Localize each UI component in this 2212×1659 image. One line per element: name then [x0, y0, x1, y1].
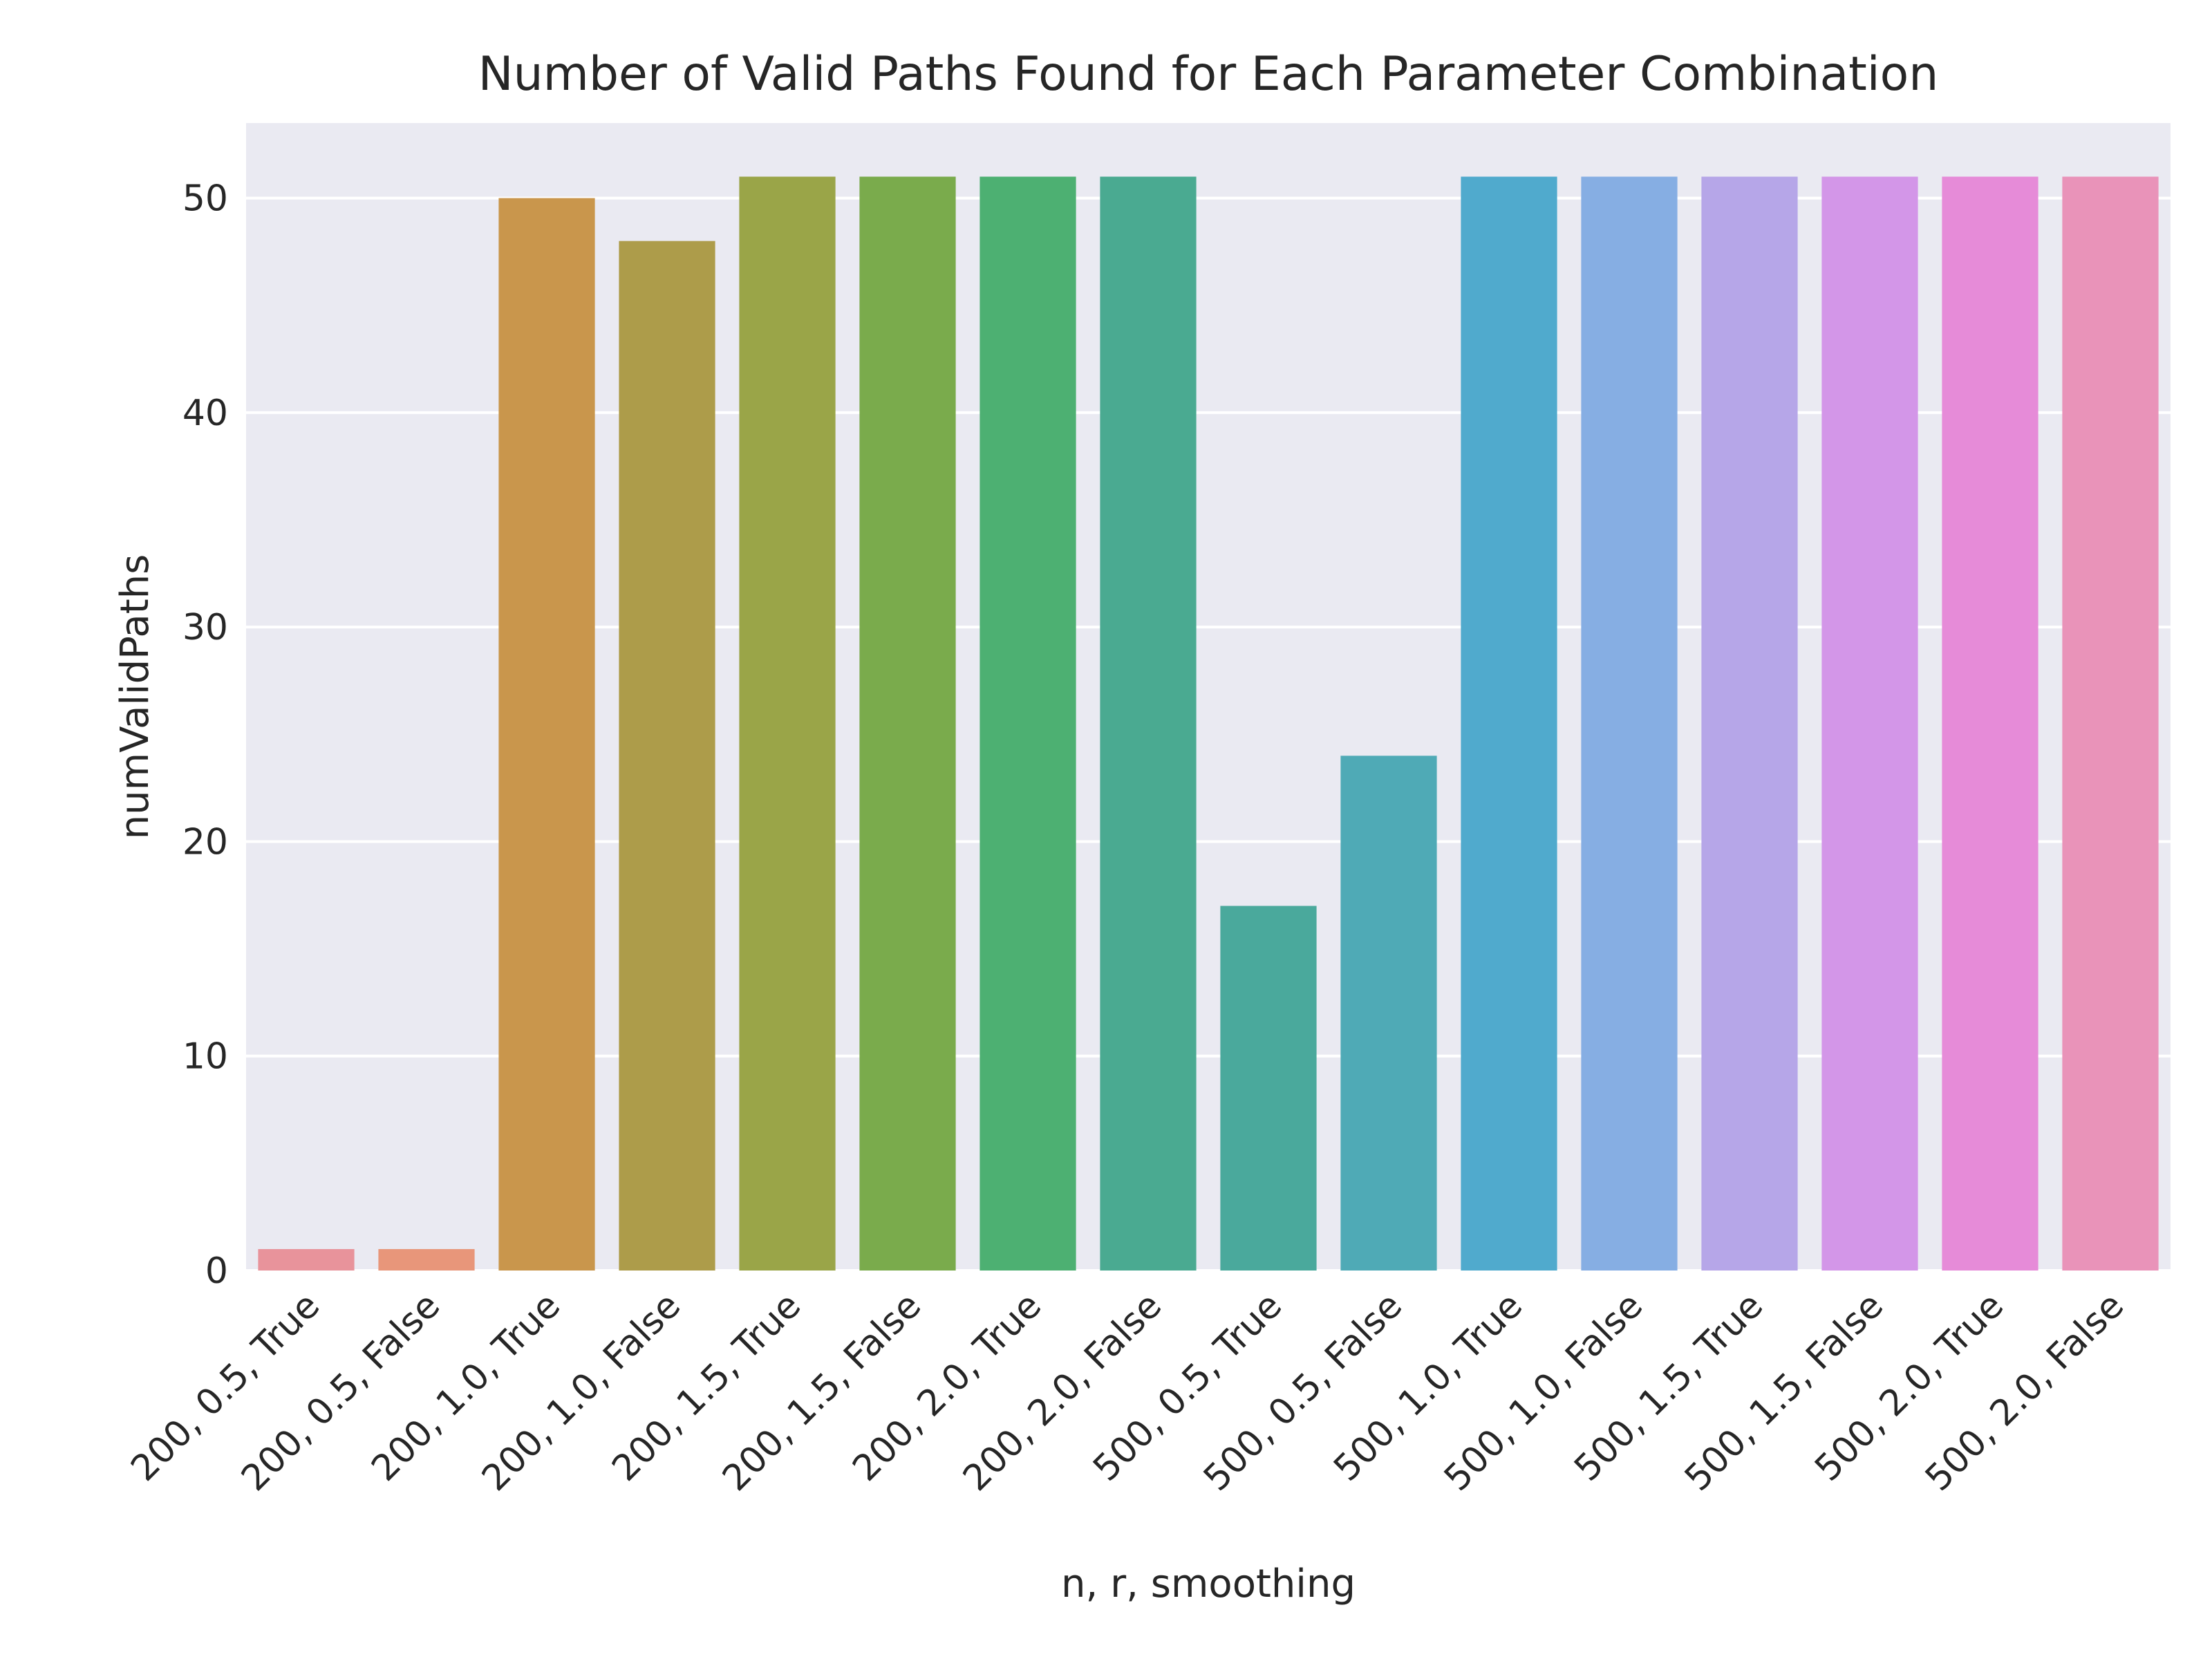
y-tick-label: 30 — [182, 607, 228, 648]
chart-title: Number of Valid Paths Found for Each Par… — [478, 47, 1939, 102]
bar — [739, 176, 836, 1271]
y-tick-label: 10 — [182, 1036, 228, 1078]
x-axis-label: n, r, smoothing — [1061, 1562, 1356, 1606]
bar — [1821, 176, 1918, 1271]
bar — [859, 176, 956, 1271]
bar — [1701, 176, 1798, 1271]
bar — [498, 198, 595, 1271]
y-tick-label: 0 — [205, 1250, 228, 1292]
bar — [378, 1248, 475, 1271]
y-tick-label: 50 — [182, 178, 228, 220]
bar — [1581, 176, 1678, 1271]
bar — [980, 176, 1076, 1271]
y-axis-label: numValidPaths — [113, 554, 158, 840]
bar — [1942, 176, 2038, 1271]
bar — [2062, 176, 2159, 1271]
bars — [258, 176, 2159, 1271]
bar — [1461, 176, 1557, 1271]
bar — [1100, 176, 1197, 1271]
y-tick-label: 40 — [182, 393, 228, 434]
y-tick-labels: 0 10 20 30 40 50 — [182, 178, 228, 1292]
bar — [1340, 756, 1437, 1271]
bar — [619, 241, 715, 1271]
y-tick-label: 20 — [182, 821, 228, 863]
bar — [1220, 906, 1317, 1271]
bar — [258, 1248, 355, 1271]
